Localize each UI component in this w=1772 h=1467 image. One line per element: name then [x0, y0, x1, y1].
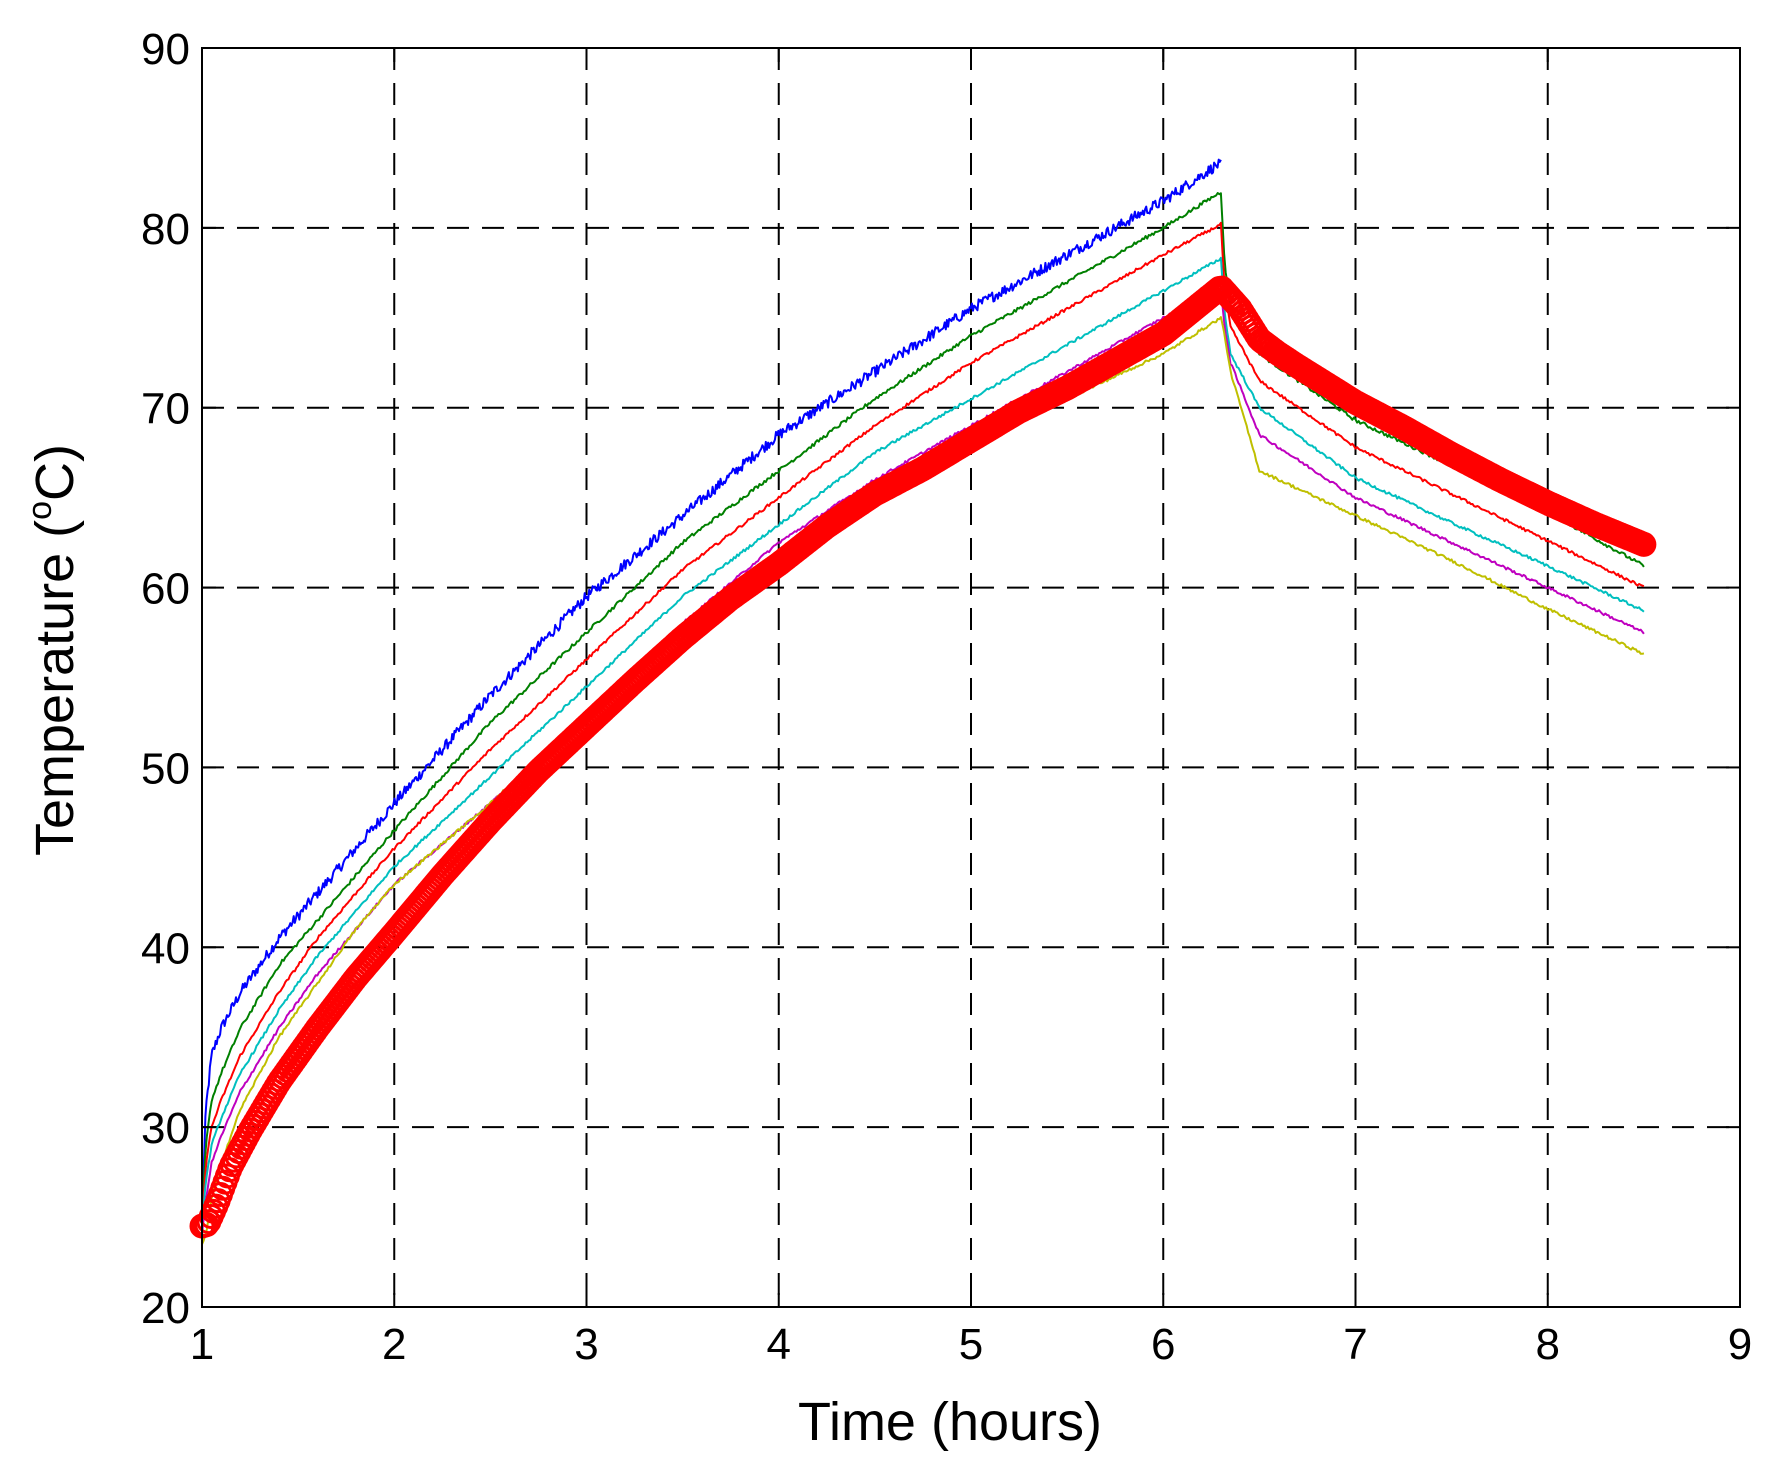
y-tick-label: 30: [141, 1104, 190, 1153]
y-axis-title-prefix: Temperature (: [25, 520, 85, 856]
x-tick-label: 1: [190, 1320, 214, 1369]
y-tick-label: 60: [141, 565, 190, 614]
y-tick-label: 40: [141, 924, 190, 973]
y-tick-label: 20: [141, 1284, 190, 1333]
axis-ticks: 1 2 3 4 5 6 7 8 9 20 30 40 50 60 70 80 90: [141, 25, 1752, 1369]
x-tick-label: 9: [1728, 1320, 1752, 1369]
series-line-1: [201, 158, 1222, 1216]
y-axis-title-superscript: o: [21, 501, 59, 520]
x-tick-label: 3: [574, 1320, 598, 1369]
y-axis-title: Temperature (oC): [21, 444, 85, 856]
x-axis-title: Time (hours): [798, 1392, 1102, 1452]
series-line-3: [201, 221, 1645, 1225]
y-tick-label: 50: [141, 744, 190, 793]
y-tick-label: 80: [141, 205, 190, 254]
x-tick-label: 4: [767, 1320, 791, 1369]
x-tick-label: 2: [382, 1320, 406, 1369]
data-point: [1631, 531, 1657, 557]
grid-lines: [202, 48, 1740, 1307]
x-tick-label: 7: [1343, 1320, 1367, 1369]
x-tick-label: 5: [959, 1320, 983, 1369]
x-tick-label: 8: [1536, 1320, 1560, 1369]
series-measured-circles: [189, 275, 1657, 1239]
series-line-4: [201, 256, 1645, 1228]
y-axis-title-suffix: C): [25, 444, 85, 501]
data-series: [189, 158, 1657, 1245]
y-tick-label: 70: [141, 385, 190, 434]
x-tick-label: 6: [1151, 1320, 1175, 1369]
y-tick-label: 90: [141, 25, 190, 74]
